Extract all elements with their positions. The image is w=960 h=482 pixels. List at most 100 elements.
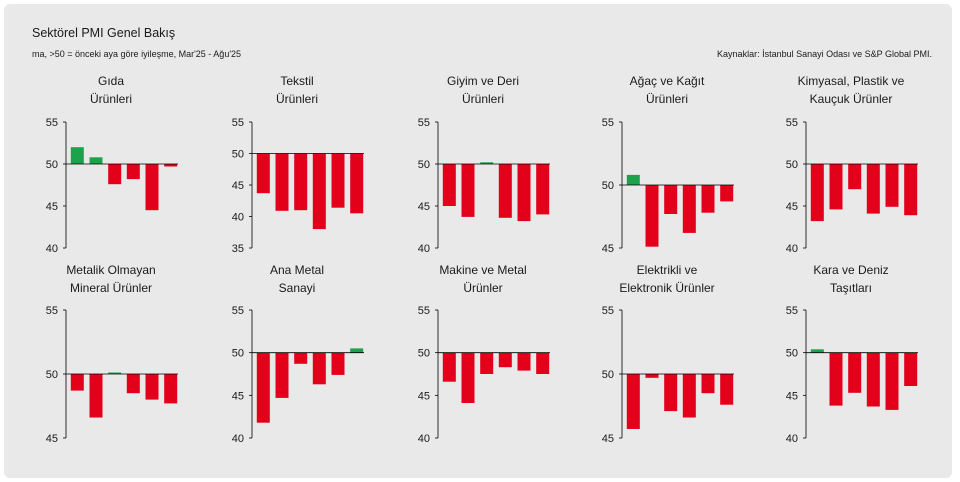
bar-Ağu'25 (536, 352, 550, 374)
chart-10: Kara ve Deniz Taşıtları 40 45 50 55 (786, 263, 918, 445)
bar-Ağu'25 (350, 348, 364, 353)
bar-May'25 (848, 352, 862, 393)
chart-4: Ağaç ve Kağıt Ürünleri 45 50 55 (602, 74, 734, 255)
chart-title-line: Ağaç ve Kağıt (630, 74, 705, 88)
chart-title-line: Kauçuk Ürünler (810, 92, 893, 106)
y-tick-label: 55 (418, 305, 430, 317)
bar-Tem'25 (145, 374, 159, 400)
y-tick-label: 50 (232, 348, 244, 360)
bar-Mar'25 (442, 164, 456, 206)
bar-Ağu'25 (536, 164, 550, 215)
bar-Nis'25 (645, 185, 659, 247)
bar-Haz'25 (498, 164, 512, 218)
y-tick-label: 45 (602, 243, 614, 255)
bar-Ağu'25 (350, 153, 364, 214)
bar-Haz'25 (312, 153, 326, 230)
bar-Mar'25 (70, 147, 84, 164)
bar-May'25 (108, 372, 122, 374)
chart-7: Ana Metal Sanayi 40 45 50 55 (232, 263, 364, 445)
y-tick-label: 45 (786, 390, 798, 402)
bar-Tem'25 (885, 164, 899, 207)
chart-title-line: Kimyasal, Plastik ve (798, 74, 905, 88)
y-tick-label: 45 (786, 201, 798, 213)
y-tick-label: 55 (786, 305, 798, 317)
bar-Mar'25 (810, 164, 824, 222)
bar-Mar'25 (70, 374, 84, 391)
page-subtitle: ma, >50 = önceki aya göre iyileşme, Mar'… (32, 49, 242, 59)
chart-title-line: Ürünleri (276, 92, 318, 106)
y-tick-label: 50 (46, 369, 58, 381)
chart-title-line: Metalik Olmayan (66, 263, 155, 277)
bar-Mar'25 (626, 374, 640, 429)
y-tick-label: 45 (602, 433, 614, 445)
y-tick-label: 40 (786, 243, 798, 255)
bar-Ağu'25 (904, 164, 918, 216)
bar-May'25 (664, 185, 678, 214)
y-tick-label: 50 (418, 159, 430, 171)
bar-Nis'25 (461, 164, 475, 217)
y-tick-label: 50 (46, 159, 58, 171)
bar-May'25 (664, 374, 678, 412)
chart-title-line: Ürünleri (646, 92, 688, 106)
y-tick-label: 40 (232, 433, 244, 445)
bar-Nis'25 (275, 352, 289, 398)
y-tick-label: 40 (46, 243, 58, 255)
bar-Ağu'25 (720, 185, 734, 202)
bar-Nis'25 (645, 374, 659, 378)
y-tick-label: 50 (602, 369, 614, 381)
y-tick-label: 40 (786, 433, 798, 445)
bar-May'25 (480, 162, 494, 164)
y-tick-label: 50 (232, 149, 244, 161)
bar-Haz'25 (682, 374, 696, 418)
y-tick-label: 55 (46, 305, 58, 317)
chart-title-line: Kara ve Deniz (813, 263, 888, 277)
y-tick-label: 50 (602, 180, 614, 192)
y-tick-label: 45 (232, 180, 244, 192)
chart-title-line: Elektronik Ürünler (619, 281, 714, 295)
chart-title-line: Mineral Ürünler (70, 281, 152, 295)
y-tick-label: 35 (232, 243, 244, 255)
chart-title-line: Taşıtları (830, 281, 872, 295)
bar-Nis'25 (461, 352, 475, 403)
bar-Nis'25 (89, 157, 103, 164)
bar-Haz'25 (866, 352, 880, 407)
y-tick-label: 50 (418, 348, 430, 360)
bar-Nis'25 (829, 164, 843, 210)
bar-Tem'25 (701, 374, 715, 394)
y-tick-label: 55 (602, 117, 614, 129)
chart-title-line: Ürünleri (90, 92, 132, 106)
chart-8: Makine ve Metal Ürünler 40 45 50 55 (418, 263, 550, 445)
bar-Nis'25 (275, 153, 289, 211)
y-tick-label: 45 (46, 201, 58, 213)
bar-Tem'25 (701, 185, 715, 213)
bar-May'25 (848, 164, 862, 190)
chart-2: Tekstil Ürünleri 35 40 45 50 55 (232, 74, 364, 255)
bar-Tem'25 (517, 352, 531, 371)
y-tick-label: 50 (786, 348, 798, 360)
bar-Tem'25 (331, 153, 345, 208)
bar-Haz'25 (866, 164, 880, 214)
bar-Tem'25 (885, 352, 899, 410)
y-tick-label: 40 (418, 433, 430, 445)
chart-5: Kimyasal, Plastik ve Kauçuk Ürünler 40 45 50… (786, 74, 918, 255)
y-tick-label: 45 (46, 433, 58, 445)
y-tick-label: 55 (418, 117, 430, 129)
bar-Haz'25 (126, 374, 140, 394)
chart-title-line: Ana Metal (270, 263, 324, 277)
chart-title-line: Elektrikli ve (637, 263, 698, 277)
bar-Mar'25 (626, 174, 640, 185)
y-tick-label: 55 (46, 117, 58, 129)
y-tick-label: 50 (786, 159, 798, 171)
chart-title-line: Ürünler (463, 281, 502, 295)
y-tick-label: 40 (418, 243, 430, 255)
bar-Tem'25 (517, 164, 531, 222)
y-tick-label: 55 (232, 117, 244, 129)
bar-Mar'25 (256, 352, 270, 423)
bar-Mar'25 (442, 352, 456, 382)
y-tick-label: 55 (786, 117, 798, 129)
bar-Ağu'25 (720, 374, 734, 405)
bar-May'25 (294, 153, 308, 211)
chart-3: Giyim ve Deri Ürünleri 40 45 50 55 (418, 74, 550, 255)
bar-May'25 (480, 352, 494, 374)
